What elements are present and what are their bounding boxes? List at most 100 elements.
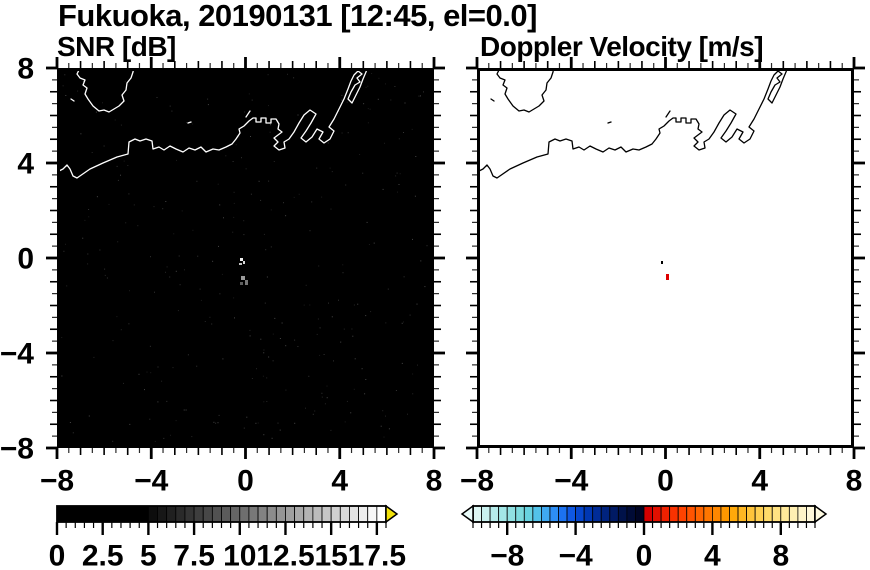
colorbar-segment [93,505,104,523]
snr-panel-plot [57,68,434,448]
colorbar-segment [193,505,204,523]
colorbar-segment [330,505,341,523]
colorbar-segment [712,505,722,523]
colorbar-tick-label: 0 [636,540,653,570]
colorbar-segment [643,505,653,523]
colorbar-segment [376,505,387,523]
y-tick-label: 8 [17,53,34,86]
colorbar-segment [120,505,131,523]
colorbar-segment [65,505,76,523]
y-tick-label: −8 [0,433,34,466]
colorbar-segment [266,505,277,523]
colorbar-segment [626,505,636,523]
colorbar-tick-label: 8 [772,540,789,570]
radar-echo [240,258,243,261]
colorbar-segment [211,505,222,523]
colorbar-segment [532,505,542,523]
colorbar-segment [541,505,551,523]
colorbar-segment [321,505,332,523]
colorbar-segment [523,505,534,523]
colorbar-tick-label: 15 [314,540,347,570]
colorbar-overflow-arrow [385,504,399,524]
coastline-path [480,71,788,179]
colorbar-segment [771,505,782,523]
colorbar-tick-label: −8 [490,540,524,570]
colorbar-segment [720,505,730,523]
coastline-path [490,98,671,124]
colorbar-segment [102,505,113,523]
snr-panel-title: SNR [dB] [57,31,176,62]
map-layer [60,71,428,442]
coastline-path [60,71,368,179]
panel-frame [57,68,434,448]
y-tick-label: 0 [17,243,34,276]
radar-echo [243,261,245,264]
colorbar-segment [652,505,662,523]
y-tick-label: −4 [0,338,34,371]
x-tick-label: 8 [426,465,443,498]
colorbar-segment [617,505,628,523]
x-tick-label: 4 [751,465,768,498]
colorbar-segment [84,505,94,523]
colorbar-segment [686,505,696,523]
colorbar-border [56,505,387,523]
colorbar-segment [788,505,799,523]
colorbar-segment [74,505,85,523]
map-layer [480,71,788,280]
y-tick-label: 4 [17,148,34,181]
colorbar-segment [549,505,559,523]
colorbar-segment [506,505,517,523]
colorbar-tick-label: 2.5 [82,540,124,570]
colorbar-segment [312,505,323,523]
colorbar-segment [166,505,177,523]
colorbar-segment [367,505,378,523]
coastline-path [70,98,251,124]
colorbar-segment [221,505,232,523]
colorbar-segment [202,505,213,523]
colorbar-segment [481,505,491,523]
x-tick-label: −8 [40,465,74,498]
colorbar-segment [609,505,619,523]
colorbar-tick-label: 5 [140,540,157,570]
colorbar-segment [806,505,816,523]
colorbar-segment [780,505,790,523]
colorbar-segment [797,505,807,523]
radar-echo [666,274,669,280]
colorbar-segment [575,505,585,523]
radar-echo [239,263,242,265]
x-tick-label: −8 [460,465,494,498]
colorbar-segment [339,505,350,523]
colorbar-segment [257,505,268,523]
colorbar-segment [660,505,671,523]
figure-title: Fukuoka, 20190131 [12:45, el=0.0] [58,0,537,33]
colorbar-segment [138,505,149,523]
colorbar-tick-label: 7.5 [173,540,215,570]
colorbar-segment [275,505,286,523]
colorbar-segment [56,505,67,523]
colorbar-segment [129,505,140,523]
colorbar-border [472,505,816,523]
doppler-panel-title: Doppler Velocity [m/s] [480,31,764,62]
colorbar-segment [558,505,568,523]
colorbar-segment [285,505,296,523]
panel-frame [477,68,854,448]
colorbar-segment [737,505,747,523]
velocity-colorbar: −8 −4 0 4 8 [460,504,828,570]
radar-echo [661,261,663,264]
x-tick-label: 0 [237,465,254,498]
colorbar-segment [175,505,186,523]
colorbar-segment [729,505,739,523]
colorbar-segment [147,505,158,523]
colorbar-segment [157,505,168,523]
colorbar-segment [583,505,594,523]
colorbar-segment [349,505,359,523]
colorbar-segment [754,505,765,523]
colorbar-underflow-arrow [460,504,474,524]
colorbar-segment [763,505,773,523]
colorbar-segment [600,505,611,523]
noise-speckles [61,73,428,442]
colorbar-segment [694,505,705,523]
colorbar-segment [566,505,576,523]
colorbar-segment [515,505,525,523]
